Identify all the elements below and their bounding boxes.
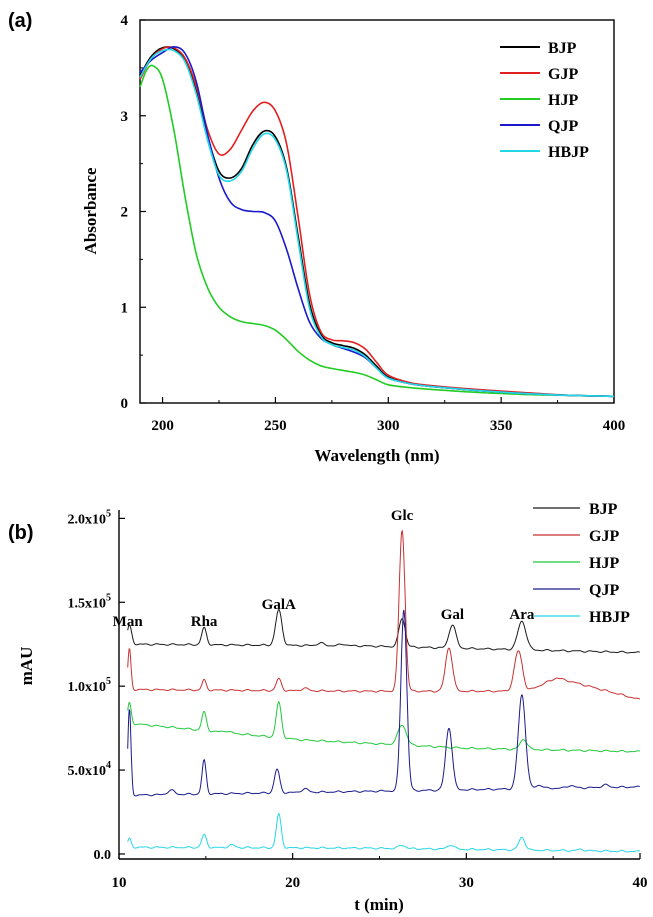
panel-b-axis-ticks: 10 20 30 40 0.0 5.0x104 1.0x105 1.5x105 2.0x105 <box>68 508 648 891</box>
panel-a-x-axis-label: Wavelength (nm) <box>314 446 439 465</box>
b-y-tick-label: 1.5x105 <box>68 592 112 611</box>
a-x-tick-label: 400 <box>603 418 626 434</box>
b-legend-label-gjp: GJP <box>589 528 619 545</box>
a-y-tick-label: 0 <box>121 396 129 412</box>
panel-b-peak-annotations: Man Rha GalA Glc Gal Ara <box>113 508 535 630</box>
b-series-line-hjp <box>127 700 640 753</box>
panel-b-label: (b) <box>8 522 34 544</box>
a-series-line-gjp <box>139 46 615 398</box>
b-series-line-gjp <box>127 529 641 700</box>
b-y-tick-label: 1.0x105 <box>68 676 112 695</box>
panel-b-x-axis-label: t (min) <box>354 895 404 914</box>
a-legend-label-hjp: HJP <box>548 92 578 109</box>
panel-b-y-axis-label: mAU <box>17 647 36 686</box>
b-peak-label-gal: Gal <box>441 607 464 623</box>
b-peak-label-rha: Rha <box>191 614 218 630</box>
b-legend-label-hbjp: HBJP <box>589 609 630 626</box>
a-y-tick-label: 4 <box>121 13 129 29</box>
b-y-tick-label: 2.0x105 <box>68 508 112 527</box>
panel-a-y-axis-label: Absorbance <box>81 167 100 254</box>
b-legend-label-qjp: QJP <box>589 582 619 599</box>
a-series-line-qjp <box>139 45 615 398</box>
b-x-tick-label: 30 <box>459 875 474 891</box>
a-x-tick-label: 200 <box>151 418 174 434</box>
a-x-tick-label: 300 <box>377 418 400 434</box>
panel-a-plot-frame <box>139 19 615 404</box>
b-y-tick-label: 0.0 <box>94 848 112 863</box>
b-peak-label-man: Man <box>113 614 144 630</box>
b-series-line-bjp <box>127 608 640 654</box>
panel-a-label: (a) <box>8 10 32 32</box>
b-x-tick-label: 40 <box>633 875 648 891</box>
a-legend-label-hbjp: HBJP <box>548 144 589 161</box>
panel-b: (b) 10 20 30 40 0.0 5.0x104 1.0x105 1.5x105 2.0x… <box>8 501 648 914</box>
b-x-tick-label: 20 <box>285 875 300 891</box>
b-series-line-hbjp <box>127 812 640 853</box>
a-y-tick-label: 3 <box>121 109 129 125</box>
b-y-tick-label: 5.0x104 <box>68 760 112 779</box>
a-y-tick-label: 2 <box>121 205 129 221</box>
panel-a: (a) 200 250 300 350 400 0 1 2 3 4 BJP GJP HJP QJP HBJ… <box>8 10 625 465</box>
panel-b-legend: BJP GJP HJP QJP HBJP <box>533 501 630 626</box>
b-legend-label-bjp: BJP <box>589 501 618 518</box>
panel-b-series-lines <box>127 529 641 853</box>
a-x-tick-label: 350 <box>490 418 513 434</box>
b-peak-label-glc: Glc <box>391 508 414 524</box>
a-series-line-bjp <box>139 46 615 398</box>
a-series-line-hjp <box>139 64 615 398</box>
b-x-tick-label: 10 <box>112 875 127 891</box>
b-peak-label-gala: GalA <box>262 597 296 613</box>
b-series-line-qjp <box>127 609 640 797</box>
a-x-tick-label: 250 <box>264 418 287 434</box>
panel-a-legend: BJP GJP HJP QJP HBJP <box>500 40 589 161</box>
a-legend-label-qjp: QJP <box>548 118 578 135</box>
a-y-tick-label: 1 <box>121 300 129 316</box>
b-legend-label-hjp: HJP <box>589 555 619 572</box>
panel-a-axis-ticks: 200 250 300 350 400 0 1 2 3 4 <box>121 13 626 434</box>
a-series-line-hbjp <box>139 48 615 398</box>
panel-a-series-lines <box>139 45 615 398</box>
a-legend-label-gjp: GJP <box>548 66 578 83</box>
a-legend-label-bjp: BJP <box>548 40 577 57</box>
b-peak-label-ara: Ara <box>509 607 534 623</box>
